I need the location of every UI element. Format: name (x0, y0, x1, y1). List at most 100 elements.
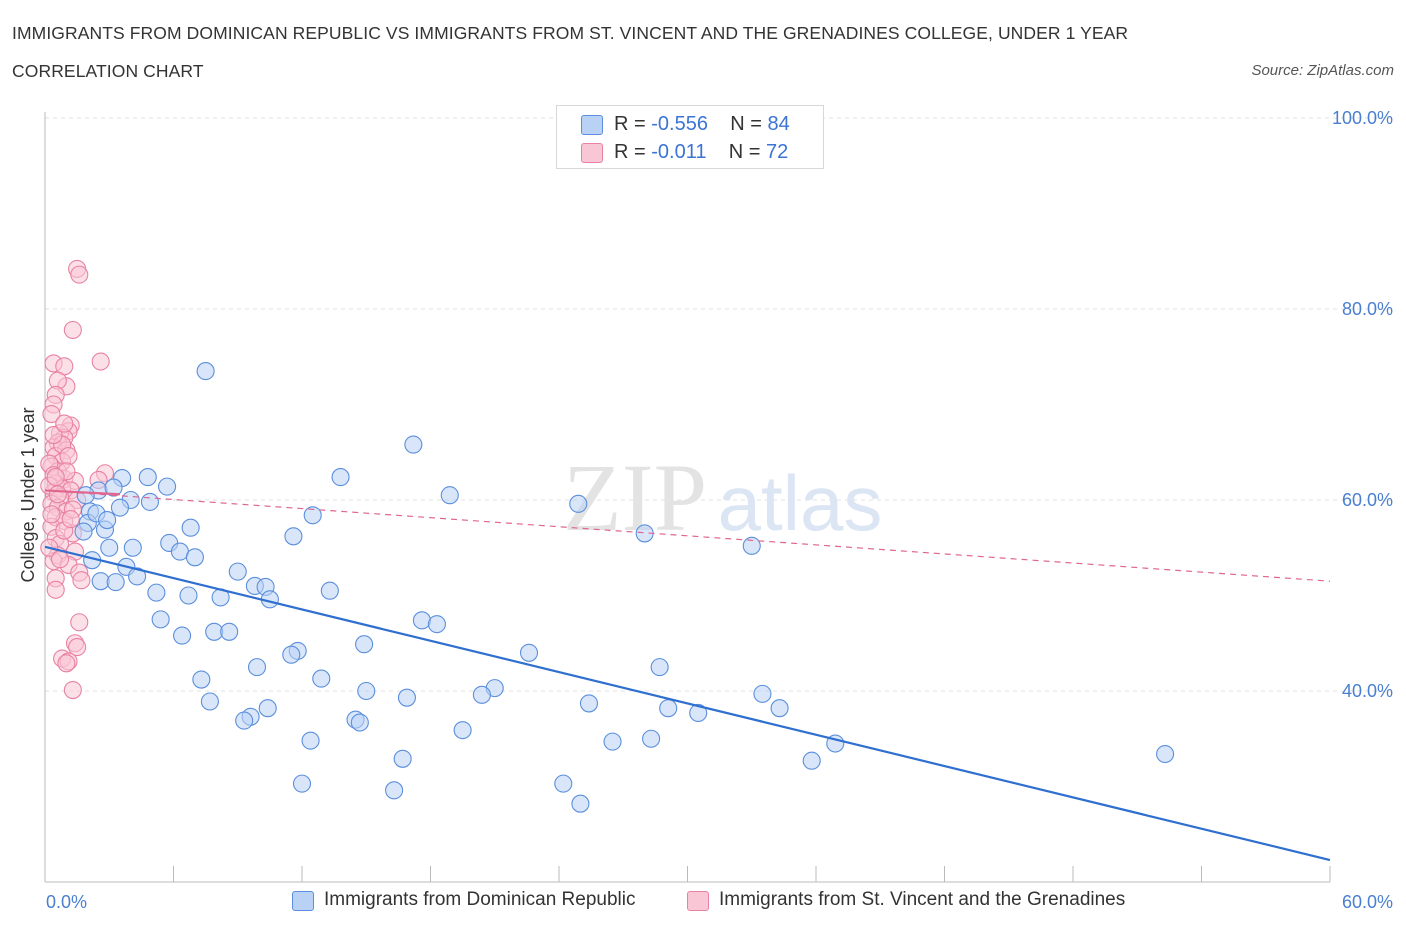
data-point-pink (46, 580, 65, 599)
data-point-blue (453, 721, 472, 740)
trend-lines (44, 489, 1331, 862)
data-point-blue (110, 498, 130, 517)
data-point-pink (48, 485, 67, 504)
data-point-blue (303, 506, 322, 525)
x-tick-label: 0.0% (46, 892, 87, 912)
data-point-pink (59, 447, 78, 466)
data-point-pink (50, 550, 70, 569)
data-point-blue (282, 645, 301, 664)
data-point-blue (74, 522, 93, 541)
data-point-blue (355, 635, 374, 654)
data-point-blue (292, 774, 312, 793)
y-axis-label: College, Under 1 year (18, 407, 38, 582)
grid-lines (45, 117, 1392, 692)
data-point-blue (412, 611, 431, 630)
data-point-pink (42, 505, 61, 524)
legend-swatch-blue (581, 115, 603, 135)
data-point-blue (100, 538, 119, 557)
data-point-blue (650, 658, 669, 677)
legend-r-label: R = (614, 141, 652, 163)
trend-line-blue (44, 545, 1331, 862)
watermark-zip: ZIP (563, 444, 707, 551)
series-blue-points (74, 362, 1175, 813)
data-point-blue (350, 713, 369, 732)
data-point-blue (579, 694, 599, 713)
data-point-blue (76, 486, 95, 505)
data-point-pink (63, 320, 82, 340)
data-point-blue (320, 581, 339, 600)
data-point-blue (235, 711, 254, 730)
axes (44, 112, 1331, 883)
data-point-blue (357, 681, 376, 701)
data-point-blue (393, 749, 412, 768)
data-point-blue (128, 567, 147, 586)
data-point-blue (603, 732, 622, 751)
data-point-pink (91, 352, 110, 371)
tick-labels: 40.0% 60.0% 80.0% 100.0% 0.0% 60.0% (46, 108, 1393, 912)
data-point-blue (569, 494, 588, 513)
data-point-pink (72, 571, 91, 590)
legend-n-value: 72 (765, 141, 789, 163)
data-point-pink (55, 414, 74, 433)
data-point-blue (571, 794, 590, 813)
data-point-blue (440, 486, 459, 505)
y-tick-label: 100.0% (1332, 108, 1393, 128)
data-point-blue (659, 699, 678, 718)
data-point-pink (70, 265, 89, 284)
data-point-blue (192, 670, 211, 689)
data-point-blue (397, 688, 416, 707)
data-point-blue (104, 478, 123, 497)
data-point-blue (284, 527, 303, 546)
data-point-blue (91, 572, 110, 591)
watermark-atlas: atlas (718, 459, 883, 547)
data-point-blue (123, 538, 142, 557)
trend-line-pink-solid (44, 489, 121, 496)
data-point-blue (312, 669, 331, 688)
data-point-blue (98, 511, 117, 530)
data-point-blue (179, 586, 198, 605)
data-point-blue (642, 729, 661, 748)
data-point-blue (158, 477, 177, 496)
series-legend: Immigrants from Dominican Republic Immig… (0, 888, 1406, 918)
legend-n-label: N = (728, 141, 766, 163)
data-point-blue (331, 468, 350, 487)
source-label: Source: ZipAtlas.com (1251, 62, 1394, 79)
data-point-blue (196, 362, 215, 381)
data-point-blue (185, 548, 204, 567)
x-tick-label: 60.0% (1342, 892, 1393, 912)
legend-r-label: R = (614, 113, 652, 135)
data-point-pink (70, 613, 89, 632)
data-point-blue (770, 699, 789, 718)
data-point-blue (247, 658, 267, 677)
correlation-legend: R = -0.556 N = 84 R = -0.011 N = 72 (556, 105, 824, 169)
data-point-blue (106, 573, 125, 592)
data-point-pink (44, 426, 63, 445)
data-point-pink (57, 654, 76, 673)
legend-swatch-pink (581, 143, 603, 163)
data-point-blue (181, 518, 200, 537)
data-point-blue (753, 684, 772, 703)
data-point-blue (427, 615, 446, 634)
data-point-blue (138, 468, 157, 487)
data-point-blue (1156, 744, 1175, 764)
data-point-pink (46, 468, 65, 487)
data-point-blue (802, 751, 821, 770)
data-point-blue (301, 731, 320, 750)
data-point-blue (147, 583, 166, 602)
data-point-blue (385, 781, 404, 800)
series-legend-swatch-pink (687, 891, 709, 911)
data-point-blue (554, 774, 573, 793)
chart-title-line-2: CORRELATION CHART (12, 61, 204, 81)
legend-n-value: 84 (767, 113, 790, 135)
series-legend-swatch-blue (292, 891, 314, 911)
data-point-blue (404, 435, 423, 454)
chart-title: IMMIGRANTS FROM DOMINICAN REPUBLIC VS IM… (12, 22, 1128, 98)
series-legend-label-blue: Immigrants from Dominican Republic (324, 889, 636, 910)
data-point-pink (61, 510, 80, 529)
series-pink-points (40, 259, 115, 700)
data-point-blue (140, 492, 159, 511)
trend-line-pink (44, 489, 1331, 582)
y-tick-label: 60.0% (1342, 490, 1393, 510)
data-point-pink (63, 680, 82, 700)
series-legend-label-pink: Immigrants from St. Vincent and the Gren… (719, 889, 1126, 910)
